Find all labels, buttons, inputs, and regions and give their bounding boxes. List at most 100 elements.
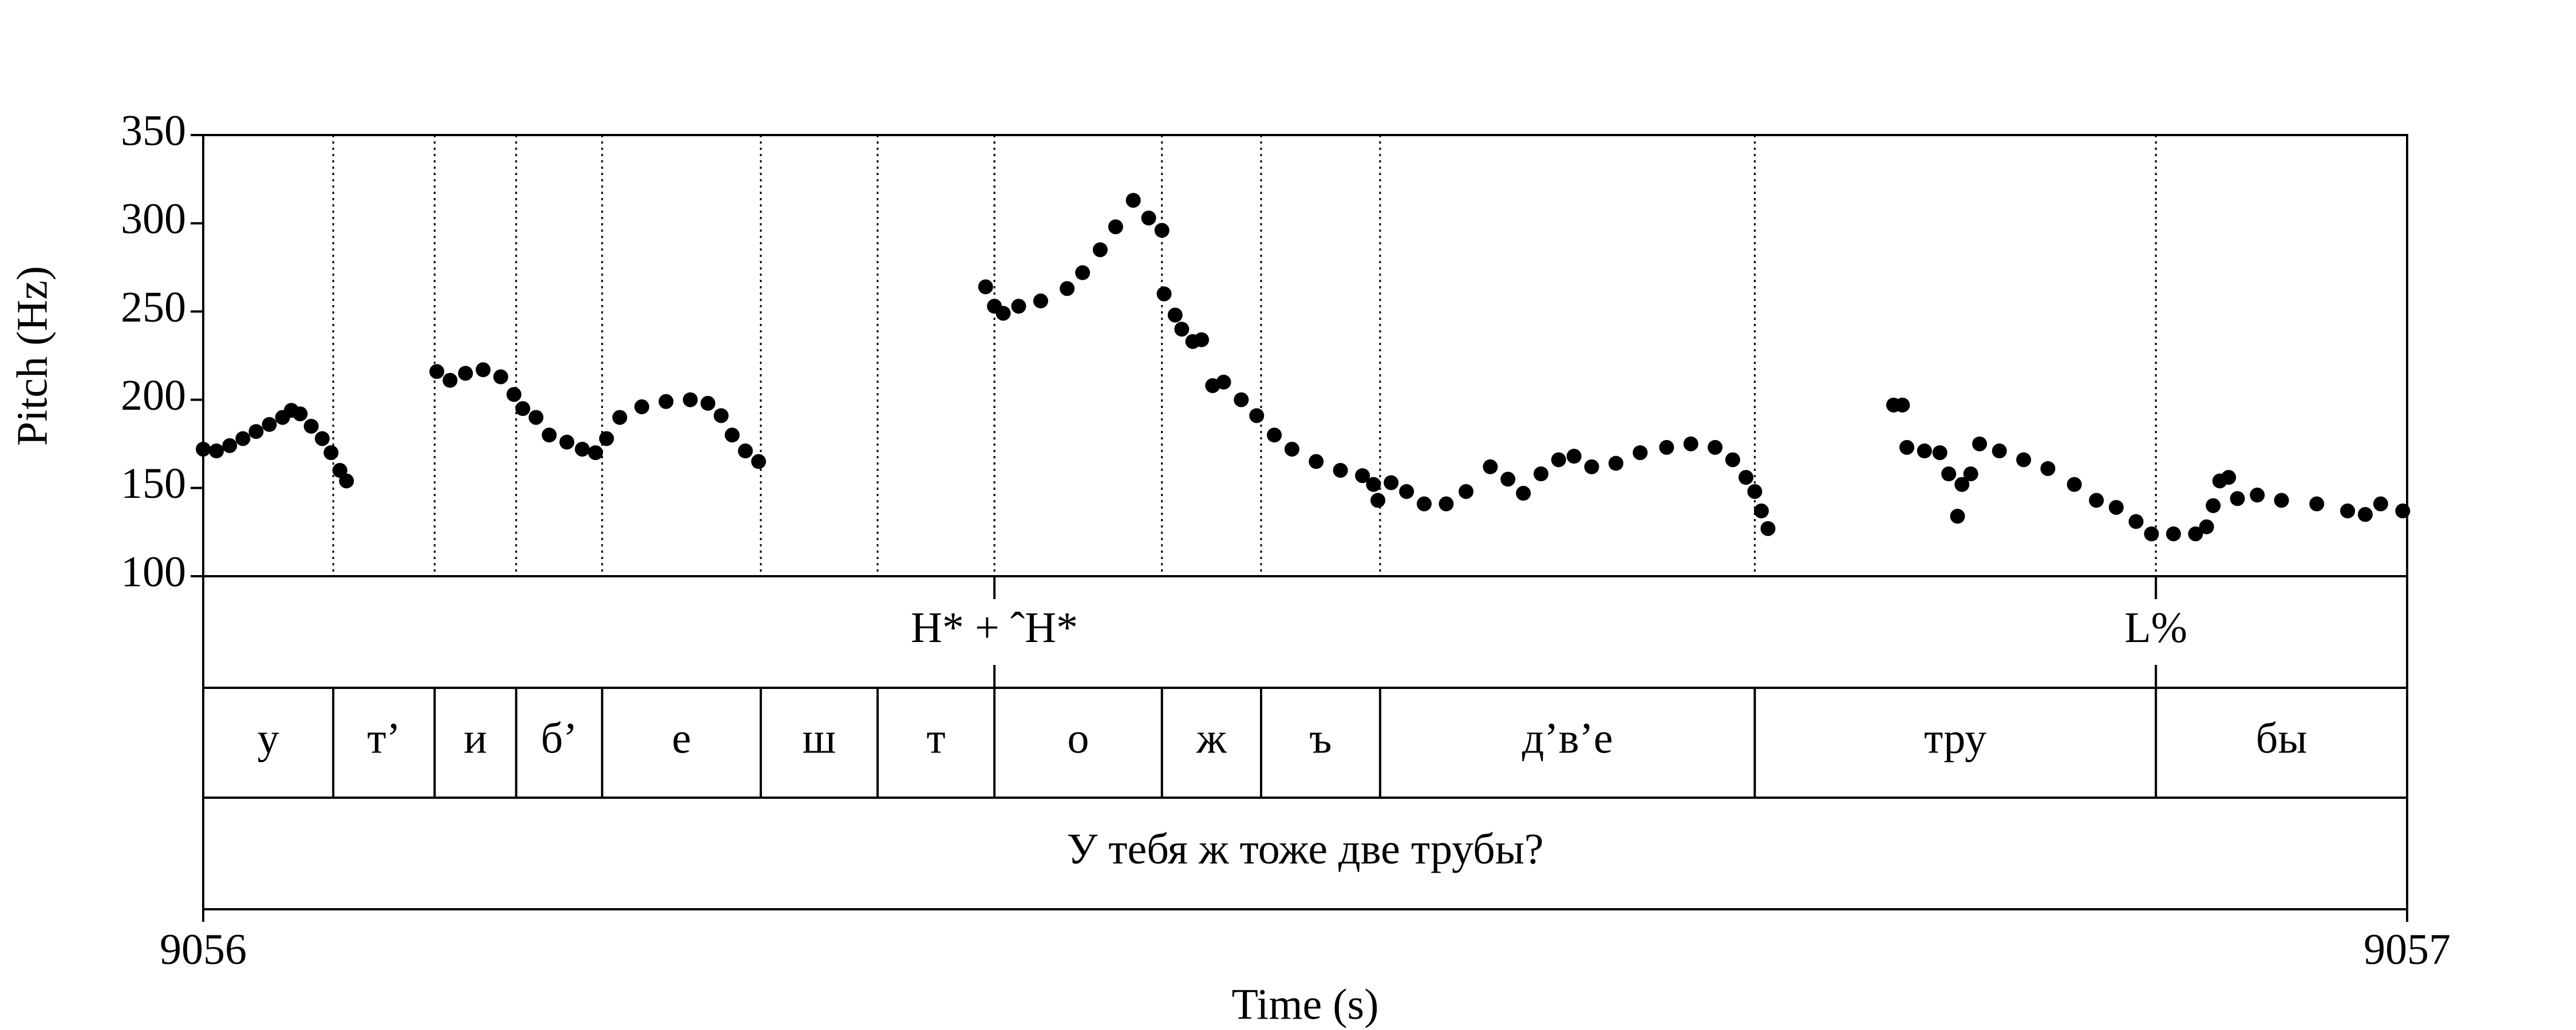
pitch-point	[1584, 459, 1599, 474]
segment-label: б’	[541, 714, 578, 762]
pitch-point	[339, 473, 354, 489]
pitch-point	[575, 441, 590, 457]
pitch-point	[1216, 374, 1231, 390]
pitch-point	[1416, 496, 1432, 512]
y-tick-label: 300	[121, 195, 186, 243]
pitch-point	[2309, 496, 2325, 512]
pitch-point	[1725, 452, 1740, 468]
y-tick-label: 150	[121, 459, 186, 508]
pitch-point	[1708, 439, 1723, 455]
pitch-point	[1370, 493, 1386, 508]
pitch-point	[248, 424, 264, 439]
pitch-point	[1355, 468, 1370, 484]
x-axis-label: Time (s)	[1232, 980, 1379, 1028]
pitch-point	[1439, 496, 1454, 512]
pitch-point	[2166, 526, 2181, 541]
pitch-point	[1092, 242, 1108, 258]
pitch-point	[235, 431, 251, 446]
pitch-point	[1972, 436, 1988, 451]
pitch-point	[751, 454, 767, 469]
pitch-point	[2230, 491, 2245, 506]
pitch-point	[1075, 265, 1091, 280]
pitch-point	[599, 431, 614, 446]
pitch-point	[1753, 503, 1769, 518]
pitch-point	[1156, 286, 1172, 302]
segment-label: у	[258, 714, 279, 762]
segment-label: т’	[367, 714, 401, 762]
pitch-point	[1011, 299, 1026, 314]
pitch-point	[1950, 509, 1965, 524]
segment-label: и	[464, 714, 487, 762]
pitch-point	[1899, 439, 1915, 455]
pitch-point	[2373, 496, 2388, 512]
pitch-point	[1174, 322, 1190, 337]
segment-label: е	[672, 714, 692, 762]
pitch-point	[2016, 452, 2032, 468]
pitch-point	[1992, 443, 2007, 459]
pitch-point	[1249, 408, 1265, 423]
pitch-point	[1060, 281, 1075, 296]
y-axis-label: Pitch (Hz)	[8, 266, 56, 446]
pitch-point	[1125, 193, 1141, 208]
tone-label: L%	[2124, 604, 2187, 652]
y-tick-label: 100	[121, 548, 186, 596]
pitch-point	[1108, 219, 1123, 235]
segment-label: о	[1067, 714, 1089, 762]
pitch-point	[1033, 293, 1048, 308]
pitch-point	[1760, 521, 1776, 536]
pitch-point	[1739, 470, 1753, 485]
pitch-point	[2340, 503, 2356, 518]
pitch-point	[303, 418, 319, 434]
pitch-point	[506, 387, 521, 402]
pitch-point	[314, 431, 330, 446]
y-tick-label: 350	[121, 106, 186, 154]
pitch-point	[995, 306, 1011, 321]
pitch-point	[442, 373, 458, 388]
pitch-point	[1384, 475, 1399, 490]
pitch-point	[2188, 526, 2203, 541]
segment-label: бы	[2256, 714, 2308, 762]
pitch-point	[612, 410, 627, 425]
pitch-point	[209, 443, 224, 459]
pitch-point	[978, 279, 993, 295]
pitch-point	[658, 394, 674, 409]
pitch-point	[1366, 477, 1381, 492]
pitch-point	[458, 366, 473, 381]
pitch-point	[1500, 472, 1516, 487]
pitch-point	[1659, 439, 1674, 455]
pitch-point	[2128, 514, 2144, 529]
pitch-point	[1267, 427, 1282, 443]
pitch-point	[528, 410, 544, 425]
pitch-point	[475, 362, 491, 378]
pitch-point	[323, 445, 339, 461]
pitch-point	[1941, 466, 1957, 482]
pitch-point	[1608, 455, 1623, 471]
pitch-point	[1954, 477, 1970, 492]
pitch-point	[1932, 445, 1947, 461]
pitch-point	[196, 441, 211, 457]
pitch-point	[542, 427, 557, 443]
pitch-point	[1633, 445, 1648, 461]
pitch-point	[2199, 519, 2214, 534]
pitch-point	[1566, 449, 1582, 464]
segment-label: ш	[803, 714, 836, 762]
pitch-point	[1533, 466, 1548, 482]
pitch-point	[1747, 484, 1763, 499]
pitch-point	[2144, 526, 2159, 541]
pitch-point	[1516, 486, 1531, 501]
pitch-point	[1284, 441, 1299, 457]
pitch-point	[1333, 462, 1348, 478]
segment-label: ъ	[1309, 714, 1332, 762]
segment-label: ж	[1196, 714, 1227, 762]
pitch-point	[2221, 470, 2237, 485]
segment-label: тру	[1924, 714, 1986, 762]
pitch-point	[1551, 452, 1566, 468]
pitch-point	[293, 406, 308, 422]
pitch-point	[2067, 477, 2082, 492]
pitch-point	[2040, 461, 2056, 476]
pitch-point	[1309, 454, 1324, 469]
pitch-point	[700, 395, 716, 411]
x-tick-label: 9057	[2364, 925, 2451, 973]
pitch-point	[634, 399, 650, 414]
